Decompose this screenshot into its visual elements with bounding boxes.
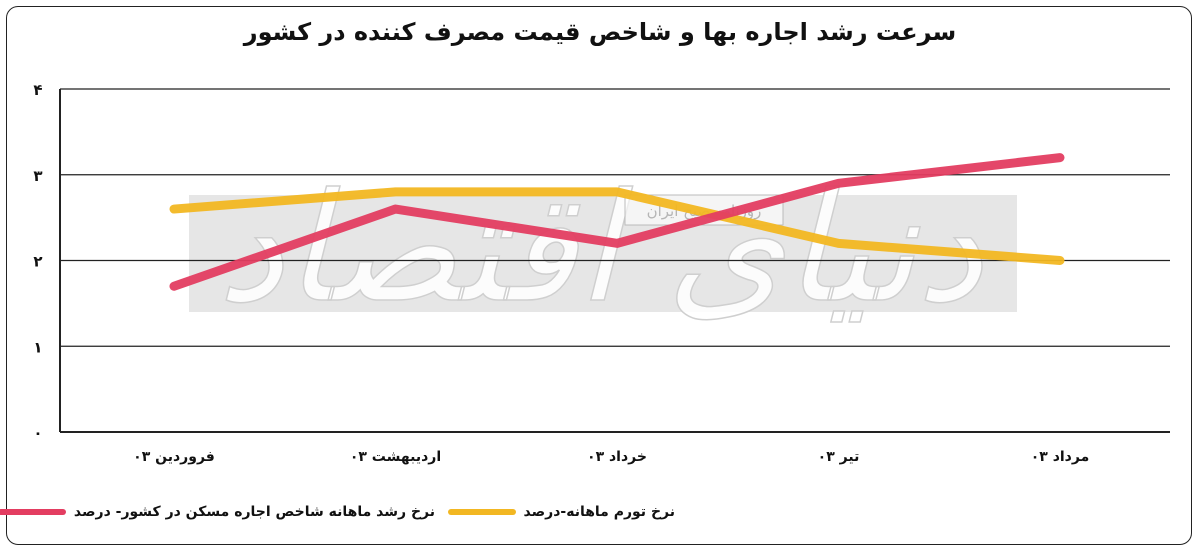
x-tick-labels: فروردین ۰۳ اردیبهشت ۰۳ خرداد ۰۳ تیر ۰۳ مرداد…	[133, 449, 1089, 465]
legend-label-rent: نرخ رشد ماهانه شاخص اجاره مسکن در کشور- …	[73, 504, 435, 520]
legend-swatch-inflation	[447, 509, 516, 515]
y-tick-label: ۲	[33, 253, 42, 271]
y-tick-label: ۱	[33, 338, 42, 356]
x-tick-label: مرداد ۰۳	[1031, 449, 1090, 465]
legend-label-inflation: نرخ تورم ماهانه-درصد	[523, 504, 675, 520]
watermark-band	[189, 195, 1017, 312]
y-tick-label: ۰	[33, 424, 42, 442]
x-tick-label: اردیبهشت ۰۳	[350, 449, 441, 465]
x-tick-label: تیر ۰۳	[818, 449, 860, 465]
x-tick-label: خرداد ۰۳	[587, 449, 647, 465]
series-lines	[169, 153, 1065, 291]
y-tick-label: ۴	[33, 81, 42, 99]
legend-swatch-rent	[0, 509, 66, 515]
y-tick-labels: ۰ ۱ ۲ ۳ ۴	[33, 81, 42, 442]
x-tick-label: فروردین ۰۳	[133, 449, 215, 465]
chart-title: سرعت رشد اجاره بها و شاخص قیمت مصرف کنند…	[243, 18, 957, 46]
y-tick-label: ۳	[33, 167, 42, 185]
legend-item-inflation: نرخ تورم ماهانه-درصد	[447, 500, 675, 524]
legend-item-rent: نرخ رشد ماهانه شاخص اجاره مسکن در کشور- …	[0, 500, 435, 524]
